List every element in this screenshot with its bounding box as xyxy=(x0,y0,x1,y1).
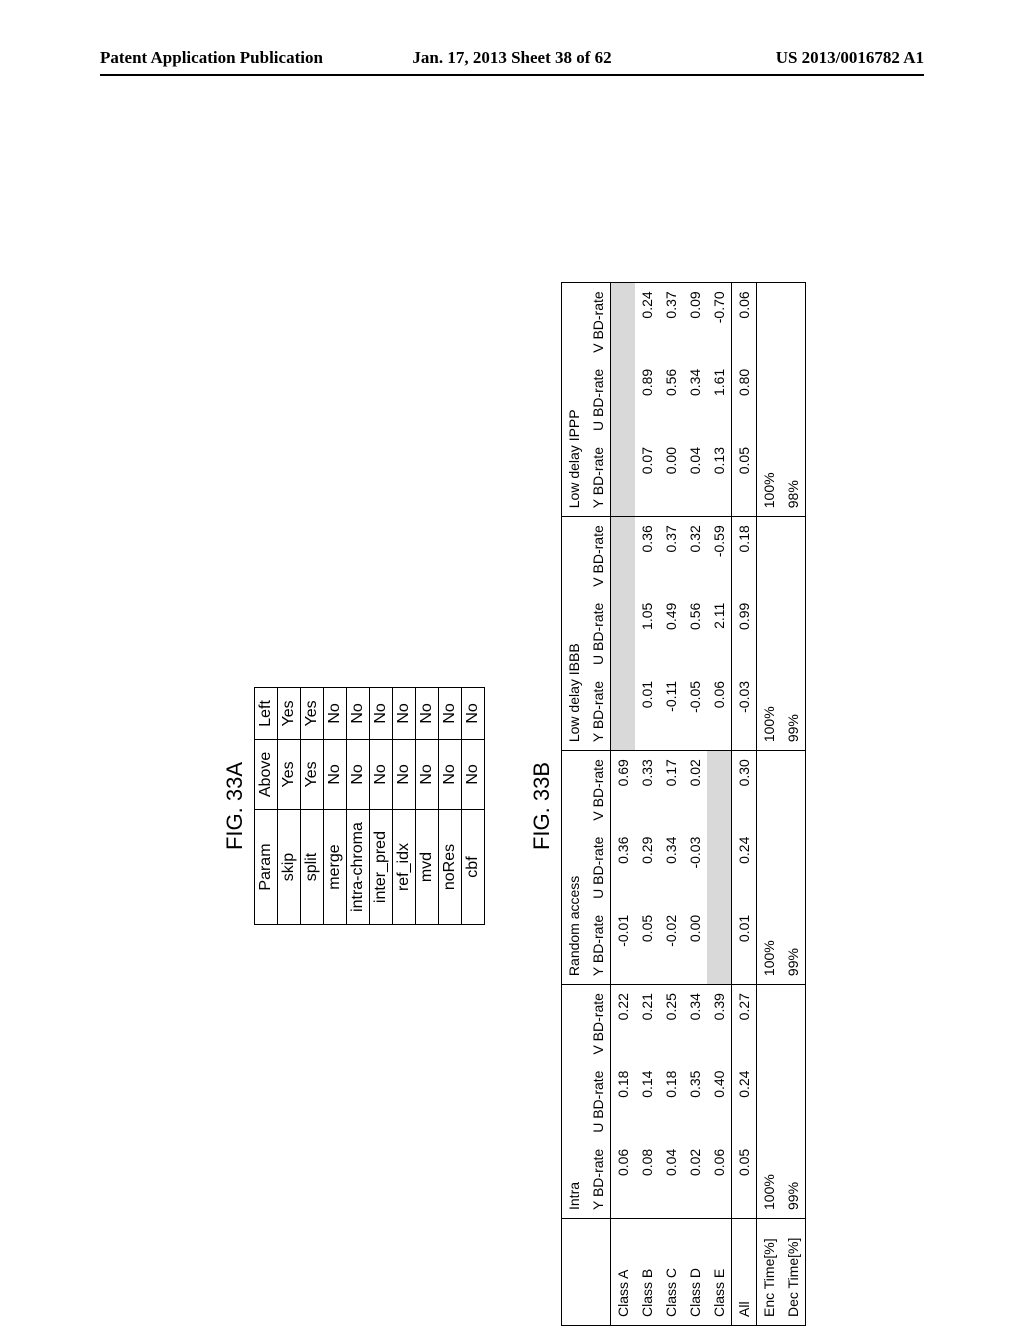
table-row: splitYesYes xyxy=(301,688,324,925)
figure-content: FIG. 33A Param Above Left skipYesYes spl… xyxy=(214,286,806,1326)
col-header: V BD-rate xyxy=(586,751,611,829)
col-header: V BD-rate xyxy=(586,985,611,1063)
page-header: Patent Application Publication Jan. 17, … xyxy=(0,48,1024,78)
table-row: mergeNoNo xyxy=(324,688,347,925)
table-row: inter_predNoNo xyxy=(370,688,393,925)
table-row: Class B 0.08 0.14 0.21 0.05 0.29 0.33 0.… xyxy=(635,283,659,1326)
table-row: skipYesYes xyxy=(278,688,301,925)
table-row: Class C 0.04 0.18 0.25 -0.02 0.34 0.17 -… xyxy=(659,283,683,1326)
table-row: Param Above Left xyxy=(255,688,278,925)
col-header: Y BD-rate xyxy=(586,439,611,517)
col-header: U BD-rate xyxy=(586,1063,611,1141)
col-header: Y BD-rate xyxy=(586,1141,611,1219)
table-row: All 0.05 0.24 0.27 0.01 0.24 0.30 -0.03 … xyxy=(732,283,757,1326)
col-header: Left xyxy=(255,688,278,740)
col-header: Above xyxy=(255,739,278,809)
col-header: V BD-rate xyxy=(586,283,611,361)
table-row: Class D 0.02 0.35 0.34 0.00 -0.03 0.02 -… xyxy=(683,283,707,1326)
table-row: mvdNoNo xyxy=(416,688,439,925)
fig-33b-label: FIG. 33B xyxy=(529,286,555,1326)
col-header: Y BD-rate xyxy=(586,907,611,985)
group-header: Intra xyxy=(562,985,587,1219)
group-header: Random access xyxy=(562,751,587,985)
col-header: U BD-rate xyxy=(586,361,611,439)
col-header: Param xyxy=(255,810,278,925)
fig-33a-label: FIG. 33A xyxy=(222,286,248,1326)
page: Patent Application Publication Jan. 17, … xyxy=(0,0,1024,1320)
header-right: US 2013/0016782 A1 xyxy=(776,48,924,68)
table-row: Class A 0.06 0.18 0.22 -0.01 0.36 0.69 xyxy=(611,283,636,1326)
table-row: cbfNoNo xyxy=(462,688,485,925)
fig-33b-table: Intra Random access Low delay IBBB Low d… xyxy=(561,282,806,1326)
table-row: Dec Time[%] 99% 99% 99% 98% xyxy=(781,283,806,1326)
header-rule xyxy=(100,74,924,76)
col-header: V BD-rate xyxy=(586,517,611,595)
col-header: U BD-rate xyxy=(586,595,611,673)
table-row: noResNoNo xyxy=(439,688,462,925)
col-header: U BD-rate xyxy=(586,829,611,907)
col-header: Y BD-rate xyxy=(586,673,611,751)
group-header: Low delay IBBB xyxy=(562,517,587,751)
table-row: Intra Random access Low delay IBBB Low d… xyxy=(562,283,587,1326)
table-row: ref_idxNoNo xyxy=(393,688,416,925)
group-header: Low delay IPPP xyxy=(562,283,587,517)
fig-33b-table-wrap: Intra Random access Low delay IBBB Low d… xyxy=(561,286,806,1326)
table-row: Y BD-rate U BD-rate V BD-rate Y BD-rate … xyxy=(586,283,611,1326)
table-row: intra-chromaNoNo xyxy=(347,688,370,925)
fig-33a-table: Param Above Left skipYesYes splitYesYes … xyxy=(254,687,485,925)
table-row: Class E 0.06 0.40 0.39 0.06 2.11 -0.59 0… xyxy=(707,283,732,1326)
table-row: Enc Time[%] 100% 100% 100% 100% xyxy=(757,283,782,1326)
